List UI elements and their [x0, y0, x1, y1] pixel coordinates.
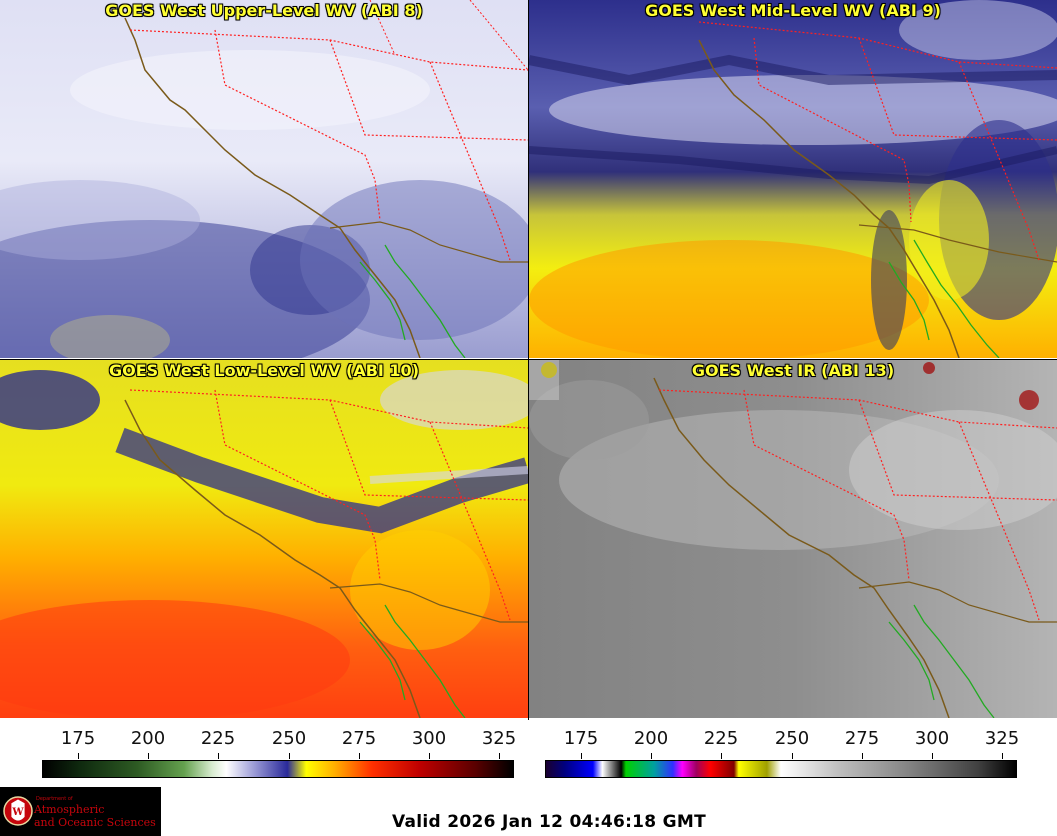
low-level-wv-panel: GOES West Low-Level WV (ABI 10) — [0, 360, 528, 718]
mid-level-wv-image — [529, 0, 1057, 358]
wv-tick-mark — [289, 753, 290, 759]
wv-tick-label: 300 — [411, 728, 447, 749]
ir-tick-label: 200 — [633, 728, 669, 749]
ir-image — [529, 360, 1057, 718]
wv-tick-label: 250 — [271, 728, 307, 749]
wv-tick-mark — [359, 753, 360, 759]
panel-divider-vertical — [528, 0, 529, 720]
wv-tick-mark — [78, 753, 79, 759]
wv-colorbar-ticks: 175 200 225 250 275 300 325 — [42, 728, 517, 750]
ir-tick-mark — [651, 753, 652, 759]
wv-tick-mark — [148, 753, 149, 759]
wv-tick-label: 325 — [481, 728, 517, 749]
ir-tick-label: 300 — [914, 728, 950, 749]
ir-tick-label: 275 — [844, 728, 880, 749]
wv-tick-mark — [499, 753, 500, 759]
wv-colorbar-gradient — [42, 760, 514, 778]
ir-colorbar: 175 200 225 250 275 300 325 — [545, 720, 1020, 782]
logo-line-1: Atmospheric — [34, 803, 105, 816]
ir-tick-mark — [862, 753, 863, 759]
wv-tick-label: 175 — [60, 728, 96, 749]
logo-dept: Department of — [36, 796, 73, 802]
panel-title: GOES West Upper-Level WV (ABI 8) — [105, 1, 423, 20]
panel-divider-horizontal — [0, 359, 1057, 360]
ir-tick-mark — [581, 753, 582, 759]
panel-title: GOES West Mid-Level WV (ABI 9) — [645, 1, 941, 20]
seal-letter: W — [11, 807, 24, 818]
valid-time-label: Valid 2026 Jan 12 04:46:18 GMT — [392, 812, 707, 832]
ir-tick-mark — [721, 753, 722, 759]
low-level-wv-image — [0, 360, 528, 718]
wv-tick-label: 225 — [200, 728, 236, 749]
wv-tick-label: 275 — [341, 728, 377, 749]
ir-panel: GOES West IR (ABI 13) — [529, 360, 1057, 718]
wv-tick-label: 200 — [130, 728, 166, 749]
wv-tick-mark — [429, 753, 430, 759]
ir-tick-mark — [792, 753, 793, 759]
aos-logo: W Department of Atmospheric and Oceanic … — [0, 787, 161, 836]
panel-title: GOES West Low-Level WV (ABI 10) — [108, 361, 419, 380]
ir-colorbar-gradient — [545, 760, 1017, 778]
mid-level-wv-panel: GOES West Mid-Level WV (ABI 9) — [529, 0, 1057, 358]
ir-tick-mark — [932, 753, 933, 759]
wv-colorbar: 175 200 225 250 275 300 325 — [42, 720, 517, 782]
upper-level-wv-image — [0, 0, 528, 358]
ir-tick-label: 250 — [774, 728, 810, 749]
logo-line-2: and Oceanic Sciences — [34, 816, 156, 829]
uw-seal-icon: W — [3, 796, 33, 826]
ir-tick-mark — [1002, 753, 1003, 759]
wv-tick-mark — [218, 753, 219, 759]
ir-colorbar-ticks: 175 200 225 250 275 300 325 — [545, 728, 1020, 750]
upper-level-wv-panel: GOES West Upper-Level WV (ABI 8) — [0, 0, 528, 358]
panel-title: GOES West IR (ABI 13) — [691, 361, 895, 380]
ir-tick-label: 325 — [984, 728, 1020, 749]
ir-tick-label: 175 — [563, 728, 599, 749]
ir-tick-label: 225 — [703, 728, 739, 749]
